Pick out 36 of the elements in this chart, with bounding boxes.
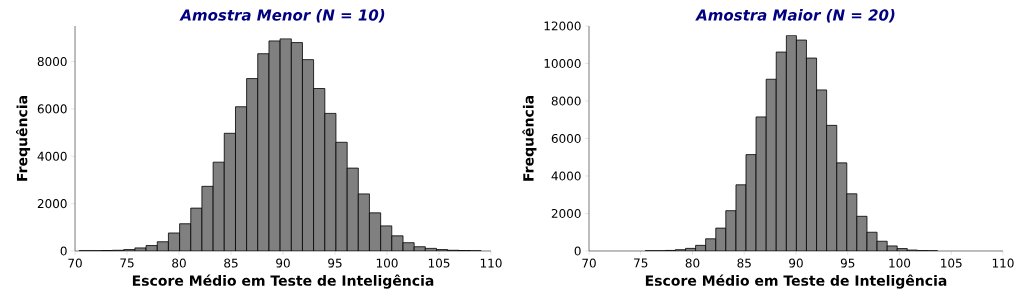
x-tick-label: 90 [276,258,290,268]
x-tick-label: 100 [376,258,398,268]
x-tick-label: 85 [224,258,238,268]
y-tick-label: 6000 [37,104,67,114]
y-tick-label: 0 [574,246,581,256]
x-tick-label: 95 [840,258,855,268]
y-axis-title: Frequência [15,96,31,181]
y-tick-label: 6000 [551,133,581,144]
y-tick-label: 2000 [551,208,581,219]
chart-title: Amostra Maior (N = 20) [695,9,895,23]
y-tick-label: 12000 [544,21,581,31]
x-tick-label: 105 [428,258,450,268]
y-tick-label: 4000 [551,171,581,181]
x-tick-label: 80 [172,258,186,268]
x-tick-label: 75 [120,258,134,268]
y-tick-label: 8000 [37,56,67,67]
x-tick-label: 110 [992,258,1014,268]
x-tick-label: 100 [889,258,911,268]
x-tick-label: 70 [68,258,82,268]
x-tick-label: 80 [685,258,700,268]
x-tick-label: 105 [941,258,962,268]
x-tick-label: 110 [480,258,502,268]
y-tick-label: 8000 [551,96,581,106]
x-tick-label: 90 [789,258,803,268]
x-tick-label: 85 [737,258,751,268]
chart-title: Amostra Menor (N = 10) [179,9,385,23]
y-tick-label: 2000 [37,199,67,209]
x-tick-label: 95 [328,258,342,268]
y-tick-label: 0 [60,246,67,256]
x-tick-label: 75 [634,258,648,268]
y-axis-title: Frequência [522,96,537,181]
y-tick-label: 10000 [544,58,581,69]
x-tick-label: 70 [582,258,596,268]
x-axis-title: Escore Médio em Teste de Inteligência [132,274,434,289]
y-tick-label: 4000 [37,151,67,161]
x-axis-title: Escore Médio em Teste de Inteligência [645,274,947,289]
